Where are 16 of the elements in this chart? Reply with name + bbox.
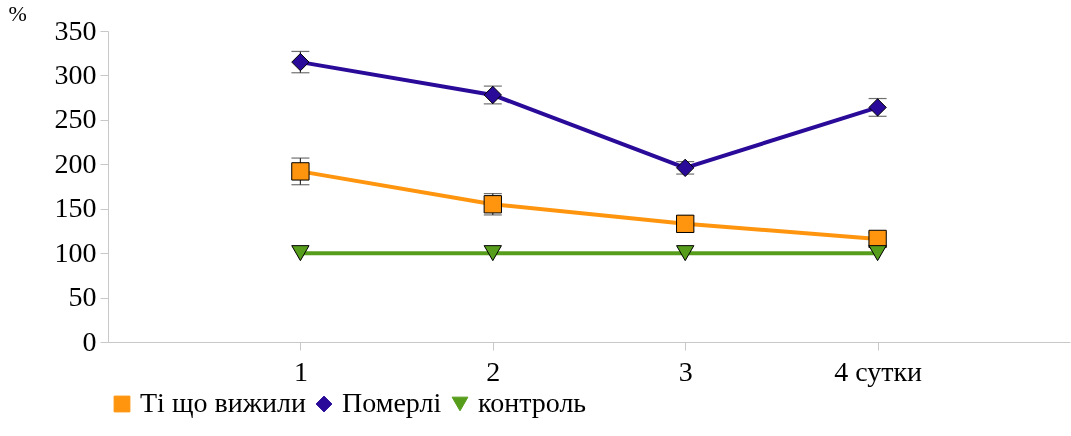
legend-label: контроль xyxy=(478,387,587,418)
y-tick-label: 150 xyxy=(54,192,97,224)
y-tick-label: 200 xyxy=(54,147,97,179)
legend-label: Ті що вижили xyxy=(140,387,306,418)
y-tick-label: 250 xyxy=(54,103,97,135)
x-tick-label: 4 сутки xyxy=(834,355,923,387)
y-tick-label: 100 xyxy=(54,236,97,268)
x-tick-label: 3 xyxy=(678,355,693,387)
y-tick-label: 50 xyxy=(68,281,97,313)
y-tick-label: 0 xyxy=(82,325,97,357)
y-axis-title: % xyxy=(8,0,27,26)
y-tick-label: 300 xyxy=(54,58,97,90)
legend-label: Померлі xyxy=(342,387,442,418)
y-tick-label: 350 xyxy=(54,14,97,46)
x-tick-label: 1 xyxy=(293,355,308,387)
x-tick-label: 2 xyxy=(486,355,501,387)
